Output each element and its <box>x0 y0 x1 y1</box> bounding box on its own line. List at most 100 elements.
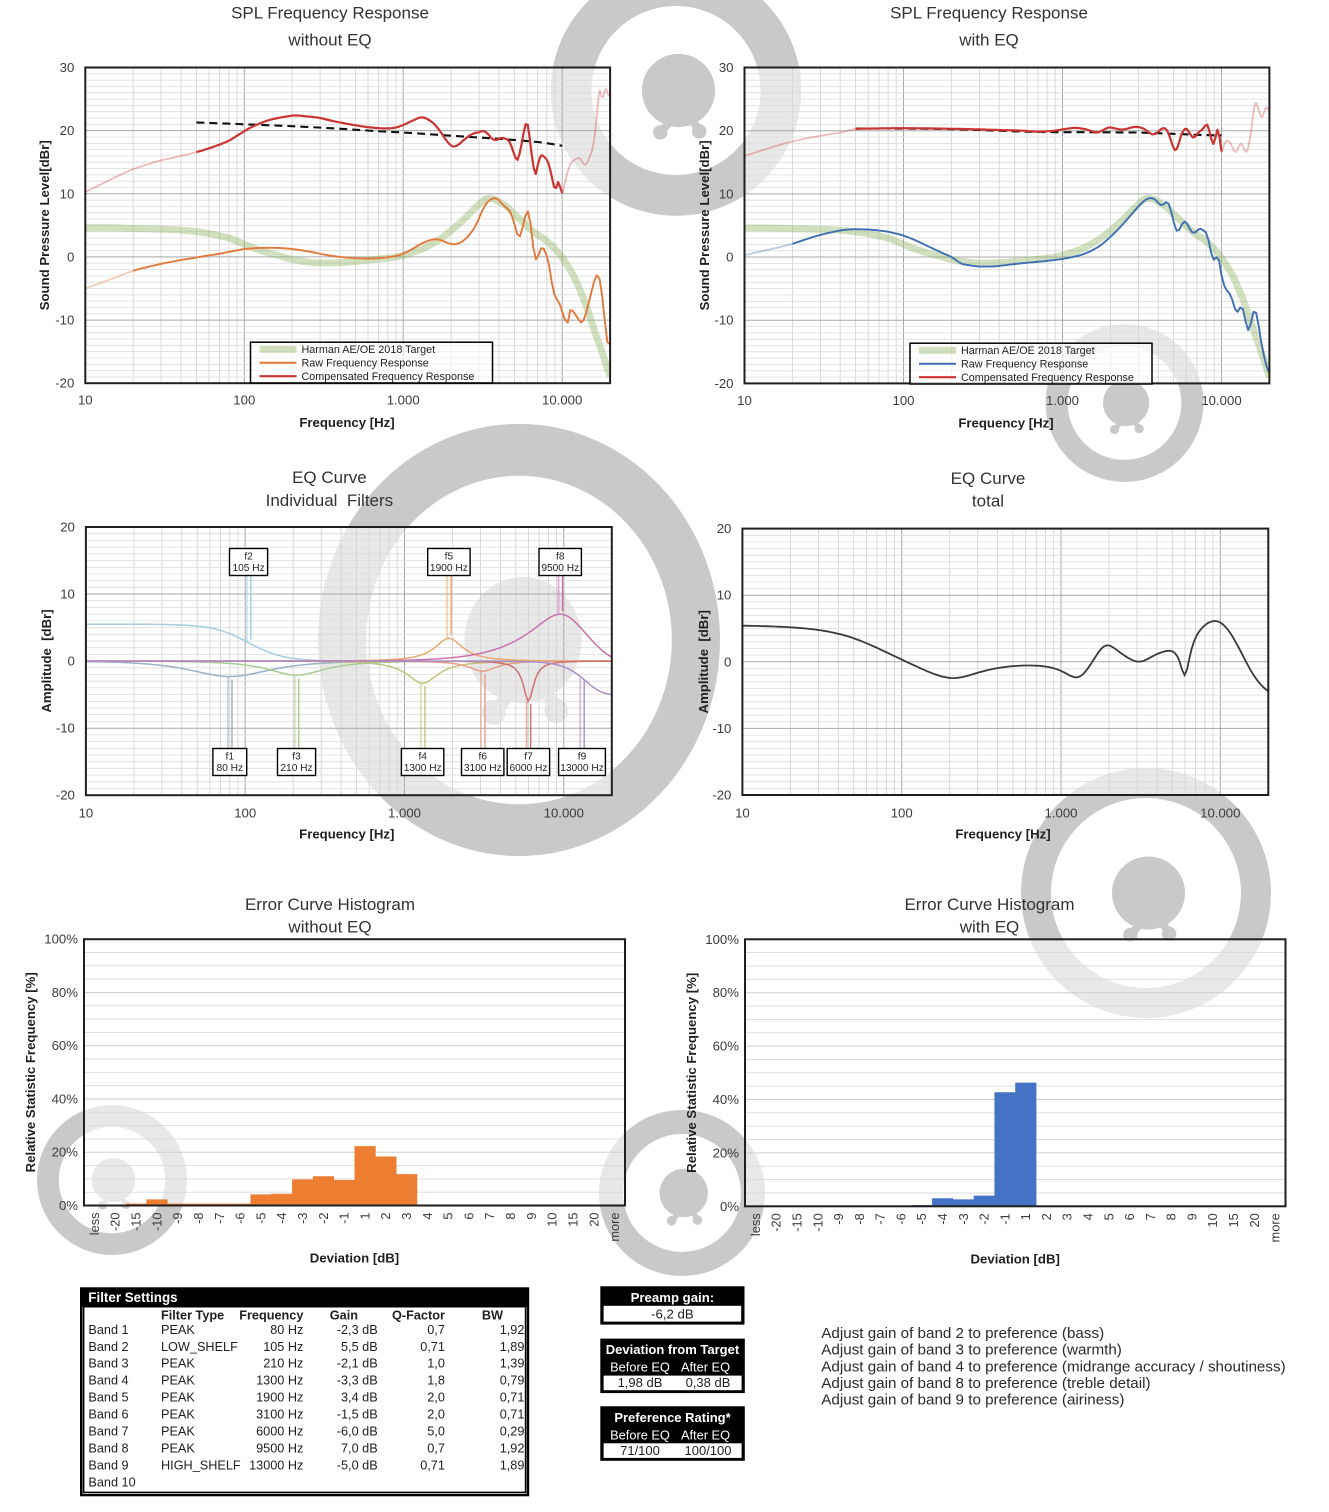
svg-text:-20: -20 <box>56 788 75 803</box>
svg-text:20%: 20% <box>713 1145 740 1160</box>
svg-text:1,98 dB: 1,98 dB <box>618 1375 663 1390</box>
svg-text:PEAK: PEAK <box>161 1408 195 1422</box>
svg-text:Adjust gain of band 3 to prefe: Adjust gain of band 3 to preference (war… <box>821 1342 1122 1359</box>
svg-text:-15: -15 <box>790 1213 805 1232</box>
svg-text:with EQ: with EQ <box>959 918 1020 937</box>
svg-text:Before EQ: Before EQ <box>610 1427 670 1442</box>
svg-text:-6: -6 <box>893 1213 908 1224</box>
svg-text:10: 10 <box>1205 1213 1220 1227</box>
svg-text:-3: -3 <box>956 1213 971 1224</box>
svg-text:Adjust gain of band 8 to prefe: Adjust gain of band 8 to preference (tre… <box>821 1375 1150 1392</box>
svg-text:Deviation from Target: Deviation from Target <box>606 1342 740 1357</box>
svg-text:1300 Hz: 1300 Hz <box>404 763 442 774</box>
svg-text:Preamp gain:: Preamp gain: <box>631 1290 715 1305</box>
svg-text:10: 10 <box>60 186 75 201</box>
svg-text:15: 15 <box>1226 1213 1241 1227</box>
svg-text:-8: -8 <box>191 1213 206 1224</box>
svg-text:PEAK: PEAK <box>161 1357 195 1371</box>
svg-text:10: 10 <box>737 393 752 408</box>
svg-text:1,92: 1,92 <box>500 1442 525 1456</box>
svg-text:-1,5 dB: -1,5 dB <box>337 1408 378 1422</box>
svg-text:3: 3 <box>1060 1213 1075 1220</box>
svg-text:Band 3: Band 3 <box>88 1357 128 1371</box>
svg-text:1.000: 1.000 <box>388 806 421 821</box>
svg-text:9: 9 <box>524 1213 539 1220</box>
svg-text:6000 Hz: 6000 Hz <box>256 1425 303 1439</box>
svg-text:20: 20 <box>717 521 732 536</box>
svg-text:Sound Pressure Level[dBr]: Sound Pressure Level[dBr] <box>697 140 712 310</box>
svg-text:5,0: 5,0 <box>427 1425 445 1439</box>
svg-text:-20: -20 <box>712 788 731 803</box>
svg-text:5,5 dB: 5,5 dB <box>341 1340 378 1354</box>
svg-text:1900 Hz: 1900 Hz <box>430 563 468 574</box>
svg-text:Adjust gain of band 2 to prefe: Adjust gain of band 2 to preference (bas… <box>821 1325 1104 1342</box>
svg-text:Frequency [Hz]: Frequency [Hz] <box>955 826 1050 841</box>
svg-text:10.000: 10.000 <box>542 393 582 408</box>
svg-text:HIGH_SHELF: HIGH_SHELF <box>161 1458 241 1472</box>
svg-text:15: 15 <box>566 1213 581 1227</box>
svg-text:Error Curve Histogram: Error Curve Histogram <box>245 895 415 914</box>
svg-text:-20: -20 <box>714 376 733 391</box>
svg-text:f2: f2 <box>244 552 253 563</box>
svg-text:8: 8 <box>1164 1213 1179 1220</box>
svg-text:-3: -3 <box>295 1213 310 1224</box>
svg-text:1,89: 1,89 <box>500 1340 525 1354</box>
svg-text:100/100: 100/100 <box>685 1443 732 1458</box>
svg-text:Frequency [Hz]: Frequency [Hz] <box>958 415 1053 430</box>
svg-text:-15: -15 <box>129 1213 144 1232</box>
svg-text:-20: -20 <box>769 1213 784 1232</box>
svg-text:5: 5 <box>1101 1213 1116 1220</box>
svg-text:4: 4 <box>420 1213 435 1220</box>
svg-text:Band 1: Band 1 <box>88 1323 128 1337</box>
svg-text:Compensated Frequency Response: Compensated Frequency Response <box>961 372 1134 384</box>
svg-text:PEAK: PEAK <box>161 1391 195 1405</box>
svg-text:-6,0 dB: -6,0 dB <box>337 1425 378 1439</box>
svg-text:f9: f9 <box>578 752 587 763</box>
svg-text:Q-Factor: Q-Factor <box>392 1309 445 1323</box>
svg-text:10: 10 <box>60 587 75 602</box>
svg-text:EQ Curve: EQ Curve <box>951 469 1026 488</box>
svg-text:80%: 80% <box>713 985 740 1000</box>
svg-text:PEAK: PEAK <box>161 1323 195 1337</box>
svg-text:-7: -7 <box>873 1213 888 1224</box>
svg-text:LOW_SHELF: LOW_SHELF <box>161 1340 238 1354</box>
svg-text:BW: BW <box>482 1309 503 1323</box>
svg-text:-10: -10 <box>810 1213 825 1232</box>
svg-text:f8: f8 <box>556 552 565 563</box>
svg-text:1,8: 1,8 <box>427 1374 445 1388</box>
svg-text:100: 100 <box>892 393 914 408</box>
svg-text:10: 10 <box>719 186 734 201</box>
svg-text:0,79: 0,79 <box>500 1374 525 1388</box>
svg-text:71/100: 71/100 <box>620 1443 660 1458</box>
svg-text:3100 Hz: 3100 Hz <box>464 763 502 774</box>
svg-text:-10: -10 <box>56 721 75 736</box>
svg-text:-5: -5 <box>914 1213 929 1224</box>
svg-text:Amplitude [dBr]: Amplitude [dBr] <box>696 610 711 713</box>
svg-text:100%: 100% <box>705 932 739 947</box>
svg-text:4: 4 <box>1081 1213 1096 1220</box>
svg-text:-7: -7 <box>212 1213 227 1224</box>
svg-text:less: less <box>748 1213 763 1236</box>
svg-text:210 Hz: 210 Hz <box>280 763 312 774</box>
svg-text:0,71: 0,71 <box>420 1340 445 1354</box>
svg-text:100: 100 <box>891 806 913 821</box>
svg-text:Adjust gain of band 4 to prefe: Adjust gain of band 4 to preference (mid… <box>821 1358 1285 1375</box>
svg-text:f4: f4 <box>418 752 427 763</box>
svg-text:f5: f5 <box>445 552 454 563</box>
svg-text:-6,2 dB: -6,2 dB <box>651 1307 694 1322</box>
svg-text:Individual Filters: Individual Filters <box>266 491 394 510</box>
svg-text:Compensated Frequency Response: Compensated Frequency Response <box>302 371 475 383</box>
svg-text:1300 Hz: 1300 Hz <box>256 1374 303 1388</box>
svg-text:-5,0 dB: -5,0 dB <box>337 1458 378 1472</box>
svg-text:-10: -10 <box>55 313 74 328</box>
svg-text:-20: -20 <box>55 376 74 391</box>
svg-text:more: more <box>607 1213 622 1242</box>
svg-text:10: 10 <box>79 806 94 821</box>
svg-text:total: total <box>972 492 1004 511</box>
svg-text:40%: 40% <box>52 1092 79 1107</box>
svg-text:0: 0 <box>724 654 731 669</box>
svg-text:6: 6 <box>1122 1213 1137 1220</box>
svg-text:0: 0 <box>67 249 74 264</box>
svg-text:-2,1 dB: -2,1 dB <box>337 1357 378 1371</box>
svg-text:Band 2: Band 2 <box>88 1340 128 1354</box>
